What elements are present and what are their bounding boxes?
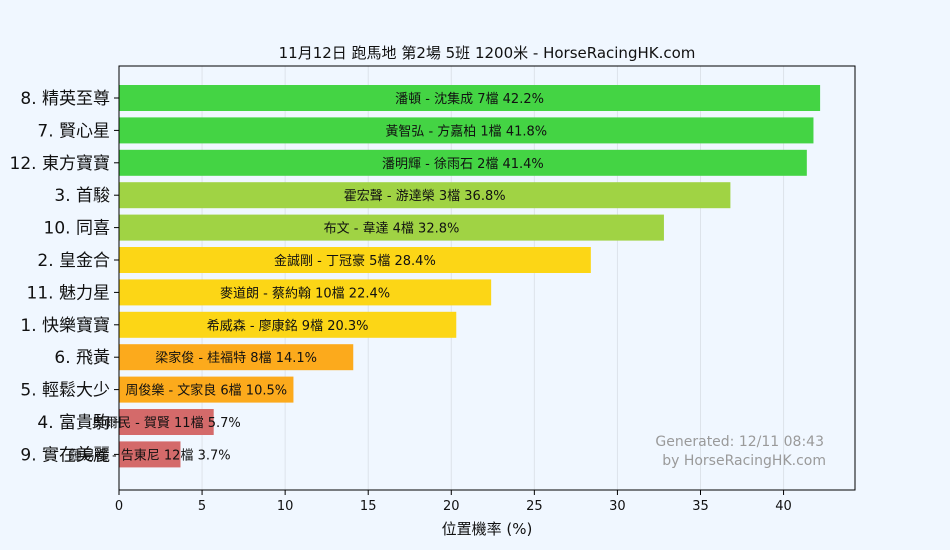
bar [119,214,664,241]
y-tick-label: 8. 精英至尊 [20,89,110,109]
x-tick-label: 40 [775,499,792,514]
y-tick-label: 12. 東方寶寶 [10,153,110,174]
y-axis-labels: 8. 精英至尊 7. 賢心星 12. 東方寶寶 3. 首駿 10. 同喜 2. 皇金合 11… [10,89,119,465]
y-tick-label: 7. 賢心星 [37,121,110,141]
x-tick-label: 35 [692,499,709,514]
bar-label: 周俊樂 - 文家良 6檔 10.5% [125,383,287,399]
watermark-line-2: by HorseRacingHK.com [662,453,826,469]
y-tick-label: 2. 皇金合 [37,251,110,271]
chart-title: 11月12日 跑馬地 第2場 5班 1200米 - HorseRacingHK.… [279,44,696,62]
bar [119,376,294,403]
y-tick-label: 11. 魅力星 [27,283,110,303]
x-tick-label: 15 [360,499,377,514]
bar [119,409,214,435]
y-tick-label: 4. 富貴駒 [37,413,110,433]
bar-label: 潘明輝 - 徐雨石 2檔 41.4% [382,157,544,172]
bar [119,85,821,111]
bar-label: 梁家俊 - 桂福特 8檔 14.1% [155,350,317,366]
bar-label: 布文 - 韋達 4檔 32.8% [324,222,460,237]
bar-label: 霍宏聲 - 游達榮 3檔 36.8% [344,188,506,204]
bar [119,117,814,144]
x-tick-label: 10 [277,499,294,514]
bar-label: 麥道朗 - 蔡約翰 10檔 22.4% [220,285,390,301]
bar-label: 鍾易禮 - 告東尼 12檔 3.7% [69,447,231,463]
x-tick-label: 25 [526,499,543,514]
y-tick-label: 6. 飛黃 [54,348,110,368]
watermark-line-1: Generated: 12/11 08:43 [655,434,824,450]
bar-labels: 潘頓 - 沈集成 7檔 42.2% 黃智弘 - 方嘉柏 1檔 41.8% 潘明輝 -… [69,91,547,463]
bar [119,149,807,176]
bar-label: 希威森 - 廖康銘 9檔 20.3% [207,318,369,334]
y-tick-label: 9. 實在美麗 [20,445,110,465]
bar-label: 潘頓 - 沈集成 7檔 42.2% [395,91,544,107]
bar [119,344,354,371]
x-tick-label: 0 [115,499,123,514]
x-axis-label: 位置機率 (%) [442,520,533,538]
bar [119,441,181,468]
bar [119,247,591,273]
bar [119,182,731,209]
plot-frame [118,65,856,491]
x-tick-label: 5 [198,499,206,514]
bar [119,279,492,306]
bar-label: 黃智弘 - 方嘉柏 1檔 41.8% [385,123,547,139]
y-tick-label: 3. 首駿 [54,186,110,206]
bars [119,85,821,468]
bar-label: 金誠剛 - 丁冠豪 5檔 28.4% [274,253,436,269]
y-tick-label: 10. 同喜 [44,219,110,239]
x-tick-label: 30 [609,499,626,514]
y-tick-label: 1. 快樂寶寶 [20,315,110,336]
y-tick-label: 5. 輕鬆大少 [20,380,110,401]
x-axis-ticks: 0 5 10 15 20 25 30 35 40 [115,490,792,514]
bar [119,311,457,338]
bar-label: 奧爾民 - 賀賢 11檔 5.7% [92,416,241,431]
x-tick-label: 20 [443,499,460,514]
